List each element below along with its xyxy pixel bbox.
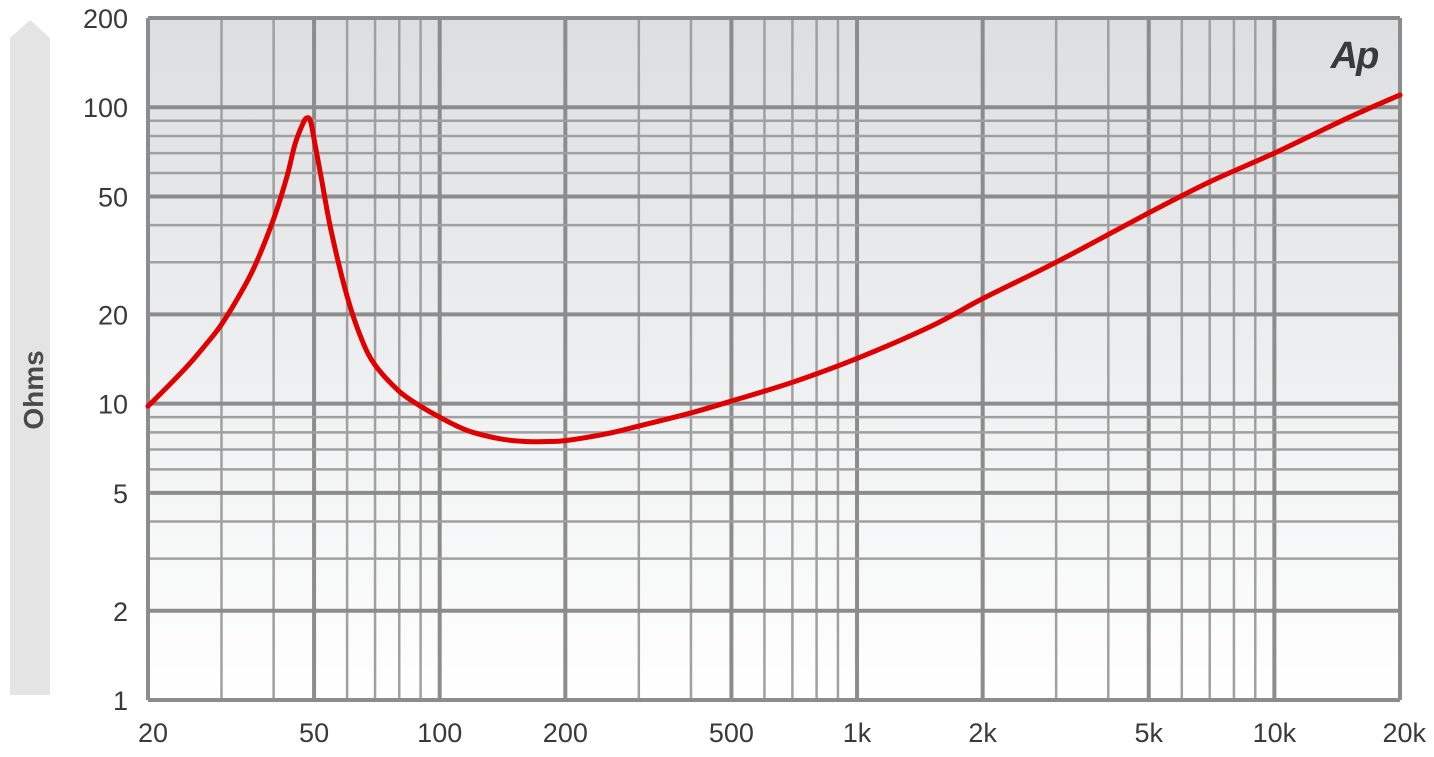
x-tick-label: 5k [1134, 718, 1163, 748]
y-tick-labels: 1 2 5 10 20 50 100 200 [83, 4, 128, 716]
x-tick-label: 10k [1253, 718, 1297, 748]
plot-background [148, 18, 1400, 700]
y-tick-label: 20 [98, 300, 128, 330]
x-tick-label: 50 [299, 718, 329, 748]
ylabel-banner [10, 20, 50, 695]
x-tick-label: 500 [709, 718, 754, 748]
y-tick-label: 2 [113, 597, 128, 627]
series-line [145, 92, 1403, 445]
y-tick-label: 5 [113, 479, 128, 509]
x-tick-labels: 20 50 100 200 500 1k 2k 5k 10k 20k [138, 718, 1426, 748]
y-tick-label: 1 [113, 686, 128, 716]
y-tick-label: 200 [83, 4, 128, 34]
x-tick-label: 200 [543, 718, 588, 748]
ap-logo: Ap [1330, 35, 1378, 77]
y-tick-label: 50 [98, 182, 128, 212]
y-tick-label: 10 [98, 390, 128, 420]
x-tick-label: 100 [417, 718, 462, 748]
x-tick-label: 2k [968, 718, 997, 748]
x-tick-label: 20k [1382, 718, 1426, 748]
grid-lines [146, 16, 1402, 702]
ylabel-text: Ohms [18, 350, 49, 429]
x-tick-label: 20 [138, 718, 168, 748]
y-tick-label: 100 [83, 93, 128, 123]
x-tick-label: 1k [843, 718, 872, 748]
